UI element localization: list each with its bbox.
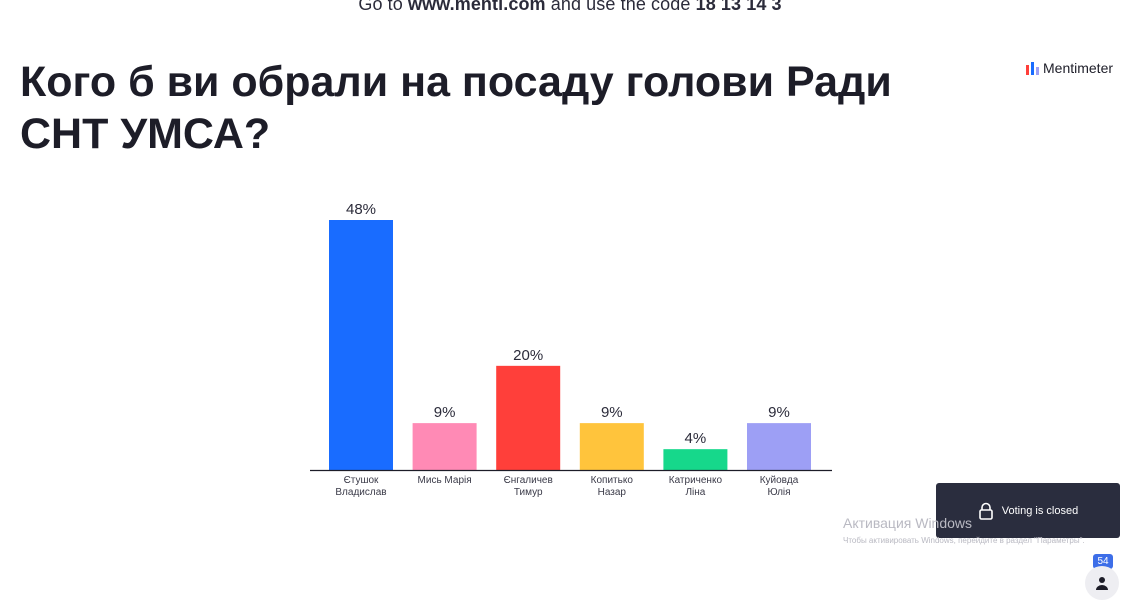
data-label: 20% [513, 347, 543, 364]
category-label: Мись Марія [418, 475, 472, 486]
question-title: Кого б ви обрали на посаду голови Ради С… [20, 58, 892, 158]
category-label: Ліна [685, 487, 705, 498]
voting-closed-badge[interactable]: Voting is closed [936, 483, 1120, 538]
bar [412, 423, 477, 470]
category-label: Єнгаличев [504, 475, 553, 486]
data-label: 48% [346, 201, 376, 218]
bar [329, 220, 393, 470]
join-middle: and use the code [550, 0, 691, 14]
category-label: Копитько [591, 475, 634, 486]
bar [579, 423, 644, 470]
bar [663, 449, 728, 470]
voting-status-label: Voting is closed [1001, 504, 1079, 517]
audience-button[interactable] [1085, 566, 1119, 600]
data-label: 9% [434, 404, 456, 421]
data-label: 4% [685, 430, 707, 447]
join-url[interactable]: www.menti.com [407, 0, 546, 14]
category-label: Назар [598, 487, 627, 498]
bar [496, 365, 561, 470]
brand-name: Mentimeter [1043, 60, 1114, 76]
data-label: 9% [768, 404, 790, 421]
bar [747, 423, 811, 470]
category-label: Куйовда [760, 475, 799, 486]
join-prefix: Go to [358, 0, 403, 14]
category-label: Єтушок [344, 475, 379, 486]
mentimeter-brand: Mentimeter [1026, 60, 1113, 76]
category-label: Юлія [767, 487, 790, 498]
audience-count-badge: 54 [1093, 554, 1113, 569]
join-instructions: Go to www.menti.com and use the code 18 … [0, 0, 1140, 15]
category-label: Владислав [335, 487, 386, 498]
category-label: Катриченко [669, 475, 723, 486]
lock-icon [978, 502, 993, 520]
data-label: 9% [601, 404, 623, 421]
join-code: 18 13 14 3 [695, 0, 782, 14]
person-icon [1096, 577, 1108, 590]
category-label: Тимур [514, 487, 543, 498]
mentimeter-logo-icon [1026, 61, 1039, 75]
